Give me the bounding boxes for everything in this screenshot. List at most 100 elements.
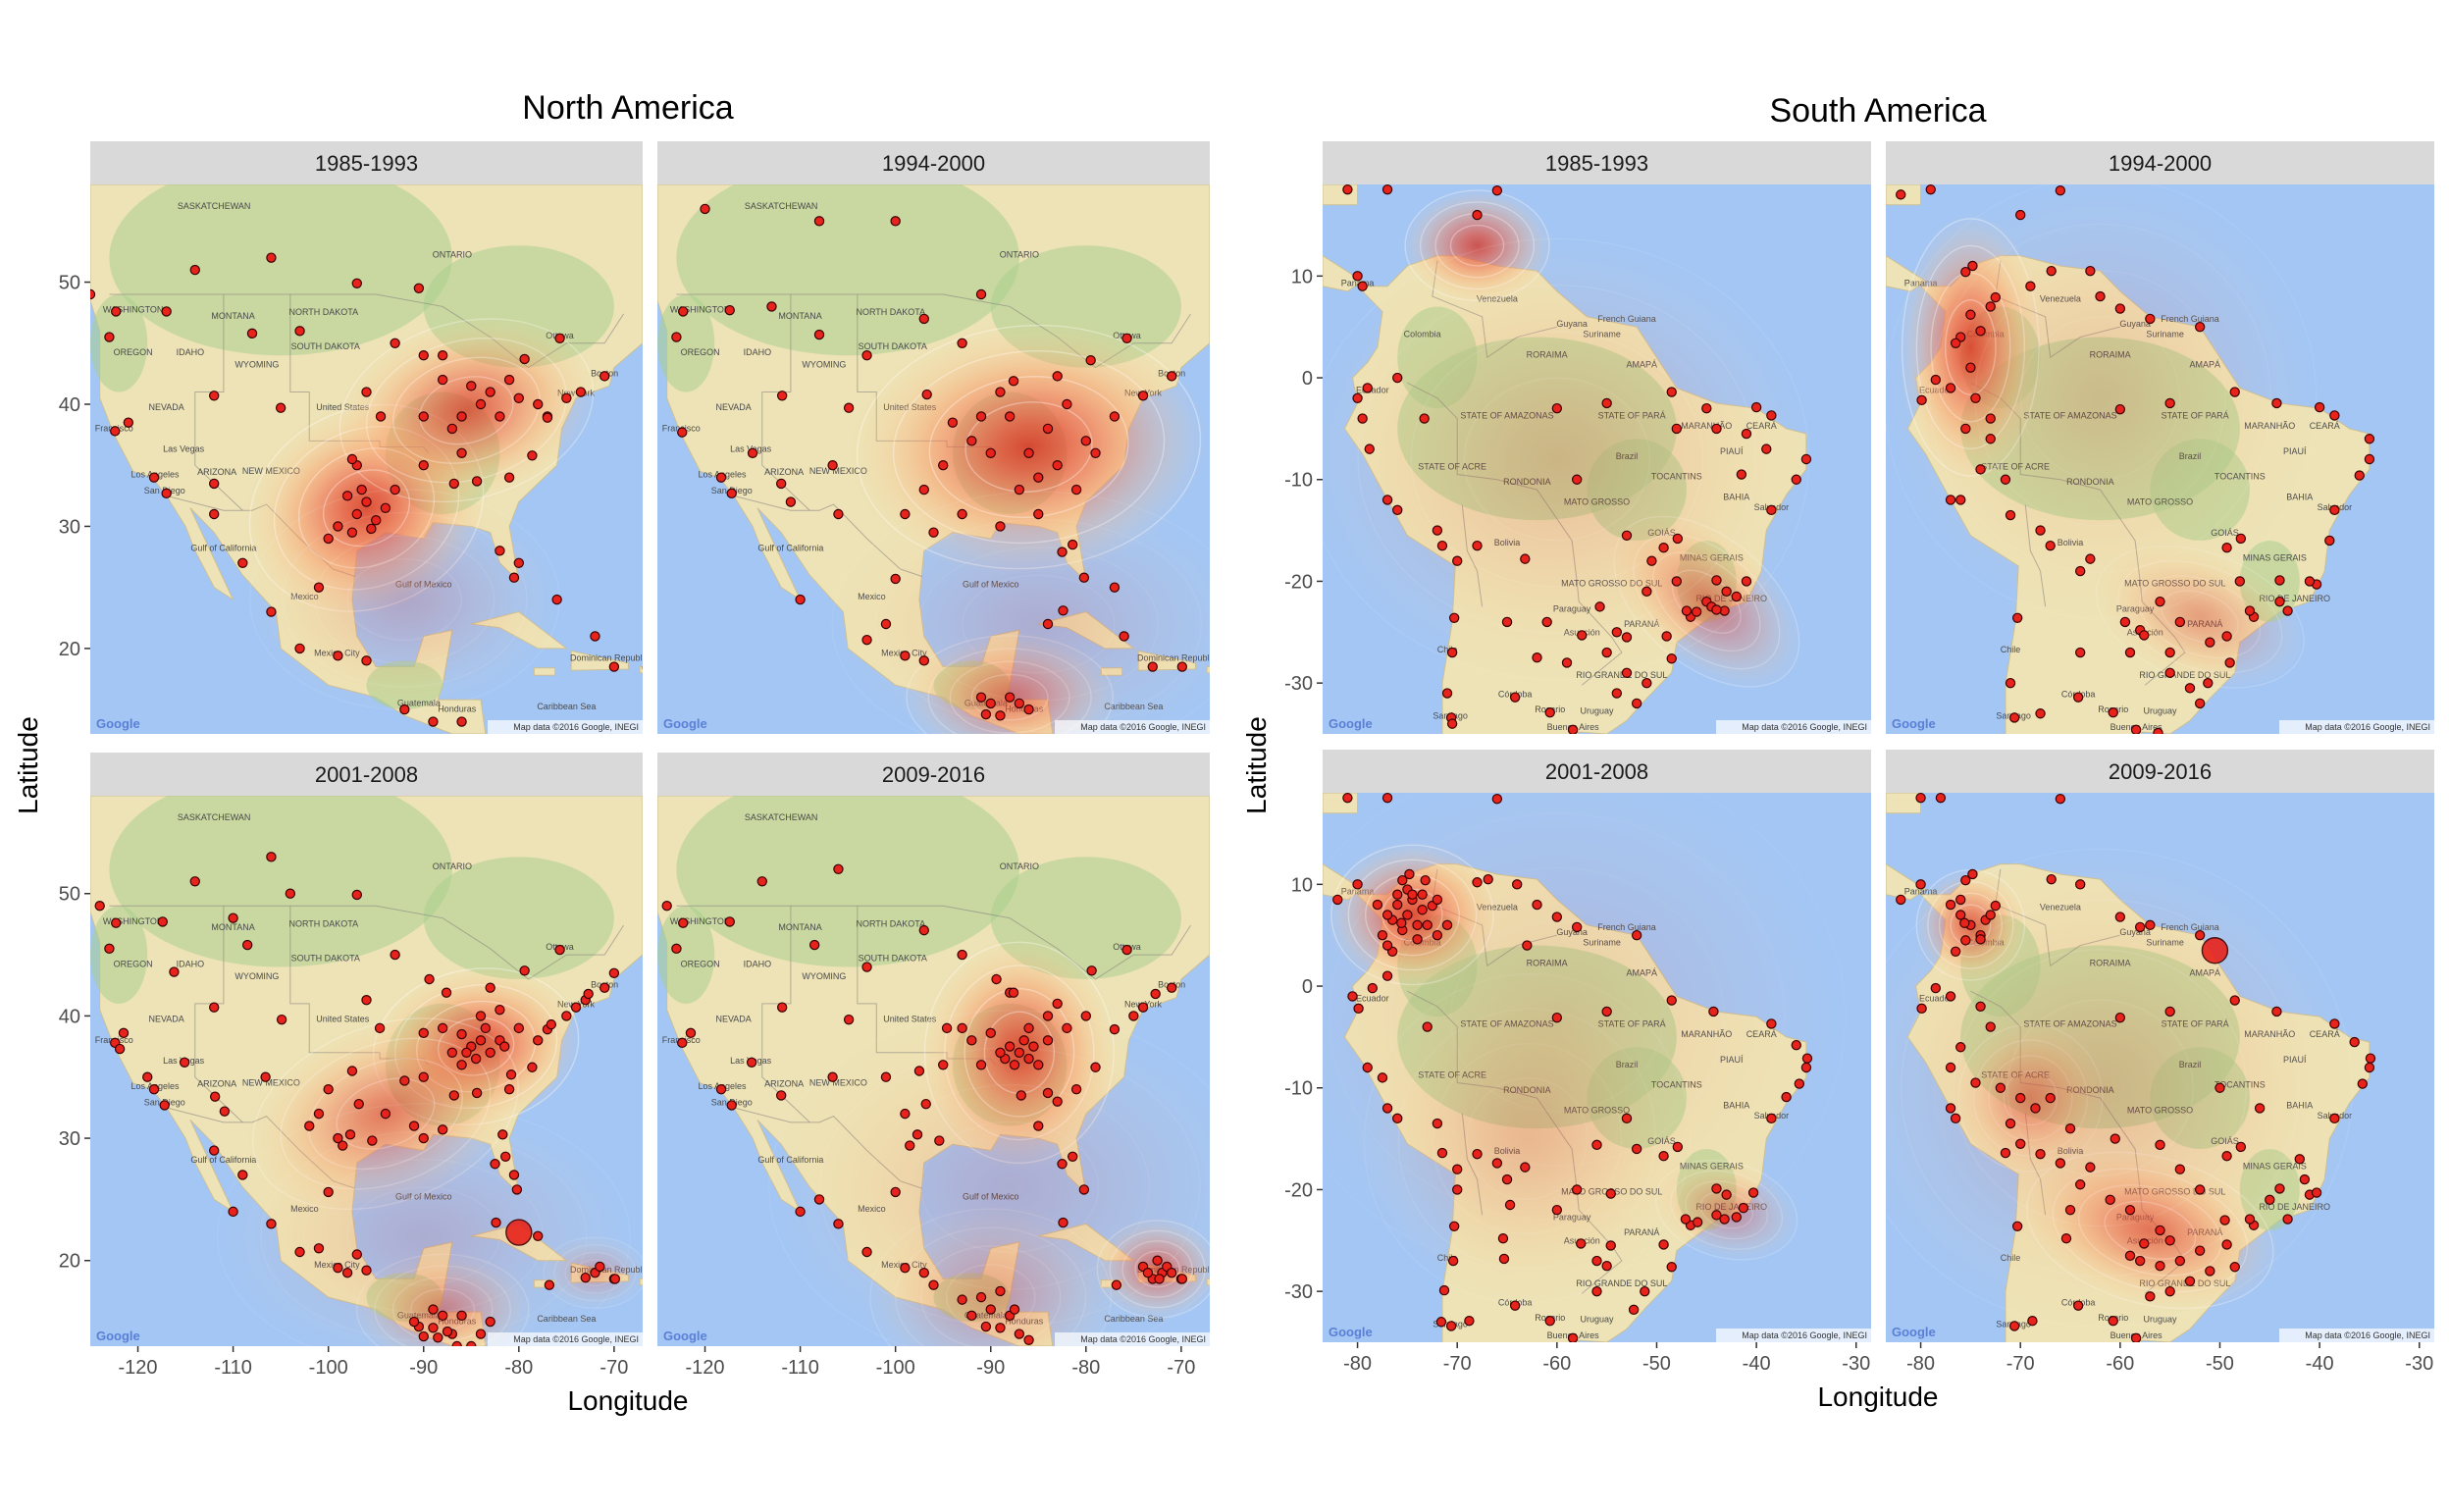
data-point xyxy=(1392,504,1403,516)
data-point xyxy=(1436,1147,1448,1159)
data-point xyxy=(1658,543,1669,553)
data-point xyxy=(497,1129,508,1140)
x-tick-label: -50 xyxy=(2206,1353,2234,1375)
data-point xyxy=(527,450,538,461)
data-point xyxy=(294,643,305,654)
map-place-label: Uruguay xyxy=(1580,1314,1614,1324)
map-place-label: ONTARIO xyxy=(1000,250,1039,260)
map-attribution: Map data ©2016 Google, INEGI xyxy=(1080,722,1206,732)
map-place-label: RIO DE JANEIRO xyxy=(2259,594,2330,603)
data-point xyxy=(1498,1253,1510,1265)
data-point xyxy=(513,392,525,403)
data-point xyxy=(1397,874,1408,886)
data-point xyxy=(843,402,855,413)
data-point xyxy=(1342,793,1353,804)
data-point xyxy=(2005,1118,2016,1129)
vegetation-area xyxy=(657,294,715,392)
map-place-label: IDAHO xyxy=(744,960,772,969)
data-point xyxy=(920,1098,931,1110)
map-area: PanamaVenezuelaColombiaGuyanaSurinameFre… xyxy=(1886,184,2434,734)
data-point xyxy=(208,1145,220,1156)
data-point xyxy=(1621,530,1633,541)
data-point xyxy=(533,398,544,410)
data-point xyxy=(599,982,610,993)
data-point xyxy=(428,716,439,727)
data-point xyxy=(2184,1276,2196,1286)
data-point xyxy=(1070,1083,1082,1095)
data-point xyxy=(1658,1151,1669,1162)
data-point xyxy=(1078,1184,1090,1195)
map-attribution: Map data ©2016 Google, INEGI xyxy=(513,1334,639,1344)
data-point xyxy=(285,888,296,899)
density-fill xyxy=(241,483,568,716)
data-point xyxy=(408,1121,420,1131)
x-tick-label: -80 xyxy=(1906,1353,1935,1375)
data-point xyxy=(546,1018,557,1030)
data-point xyxy=(2110,1133,2120,1144)
data-point xyxy=(208,508,220,520)
data-point xyxy=(1681,605,1693,616)
data-point xyxy=(813,1194,825,1205)
data-point xyxy=(1448,612,1460,623)
data-point xyxy=(2329,1018,2340,1029)
data-point xyxy=(475,1011,487,1021)
data-point xyxy=(408,1316,420,1328)
data-point xyxy=(371,515,382,526)
land-mass xyxy=(1323,793,1359,814)
density-fill xyxy=(756,1001,1210,1346)
y-axis-title-north-america: Latitude xyxy=(13,716,43,814)
data-point xyxy=(2234,576,2246,587)
data-point xyxy=(1750,401,1762,413)
map-place-label: Panama xyxy=(1341,279,1375,288)
map-place-label: WASHINGTON xyxy=(670,305,731,315)
data-point xyxy=(1945,899,1956,911)
map-place-label: MINAS GERAIS xyxy=(2243,553,2307,563)
data-point xyxy=(2134,921,2146,933)
data-point xyxy=(1419,413,1430,424)
data-point xyxy=(776,391,788,401)
data-point xyxy=(1111,1279,1122,1290)
data-point xyxy=(475,1329,487,1339)
data-point xyxy=(2085,553,2096,564)
data-point xyxy=(2164,1006,2175,1017)
data-point xyxy=(1960,423,1971,435)
data-point xyxy=(1445,1321,1457,1331)
data-point xyxy=(1731,1212,1742,1223)
data-point xyxy=(2108,707,2118,718)
data-point xyxy=(1472,540,1483,551)
density-fill xyxy=(821,485,1210,734)
data-point xyxy=(390,484,400,495)
data-point xyxy=(678,306,689,317)
data-point xyxy=(1062,398,1072,410)
facet-strip xyxy=(90,141,643,184)
data-point xyxy=(111,917,122,928)
data-point xyxy=(2271,1006,2282,1017)
data-point xyxy=(237,1170,248,1180)
data-point xyxy=(448,1090,460,1101)
data-point xyxy=(1631,1143,1642,1155)
density-contour xyxy=(419,376,514,445)
data-point xyxy=(1042,618,1054,630)
map-place-label: ARIZONA xyxy=(764,1079,804,1089)
data-point xyxy=(827,1071,838,1082)
data-point xyxy=(1432,525,1443,536)
data-point xyxy=(980,708,992,720)
data-point xyxy=(1008,376,1019,387)
map-panel: 1994-2000SASKATCHEWANONTARIOOttawaWASHIN… xyxy=(657,141,1210,734)
y-tick-label: -20 xyxy=(1284,571,1313,593)
data-point xyxy=(1680,1214,1692,1225)
data-point xyxy=(1042,1035,1054,1046)
data-point xyxy=(1381,970,1393,981)
data-point xyxy=(1571,474,1583,485)
density-contour xyxy=(1389,866,1725,1167)
data-point xyxy=(1137,391,1149,401)
data-point xyxy=(833,1219,844,1229)
data-point xyxy=(2364,453,2375,465)
data-point xyxy=(1070,484,1082,495)
vegetation-area xyxy=(676,184,1019,356)
map-place-label: Gulf of California xyxy=(190,543,256,552)
data-point xyxy=(433,1332,443,1343)
data-point xyxy=(1995,1082,2006,1093)
data-point xyxy=(500,1151,511,1162)
data-point xyxy=(333,1132,343,1144)
